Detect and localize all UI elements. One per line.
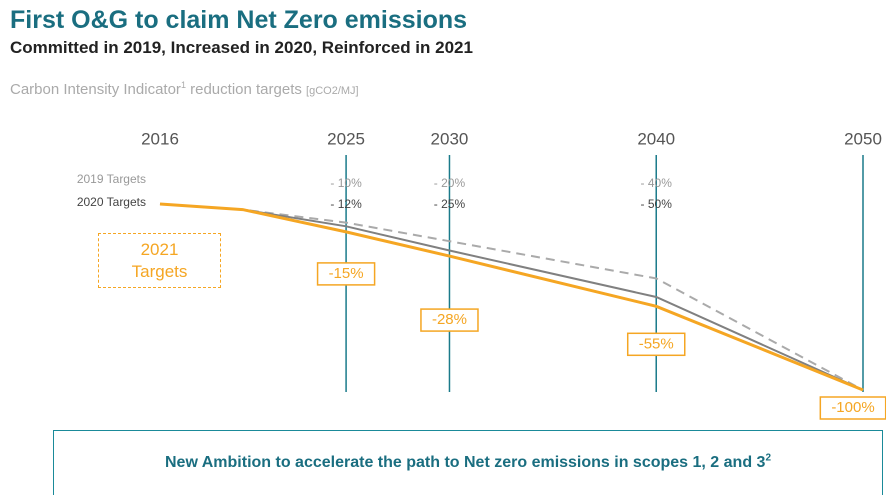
- value-label: - 50%: [641, 197, 673, 211]
- chart: 2016 2025 2030 2040 2050 2019 Targets 2020 Tar…: [77, 129, 886, 420]
- footer-box: New Ambition to accelerate the path to N…: [53, 430, 883, 495]
- legend-label: 2021 Targets: [131, 239, 188, 281]
- subtitle: Committed in 2019, Increased in 2020, Re…: [10, 38, 473, 57]
- x-tick-label: 2016: [141, 129, 179, 148]
- value-label-box: [316, 262, 376, 286]
- x-tick-label: 2050: [844, 129, 882, 148]
- value-label-box: [420, 308, 479, 332]
- legend-2021: 2021 Targets: [98, 233, 221, 288]
- value-label: -15%: [329, 265, 364, 282]
- unit: [gCO2/MJ]: [306, 85, 359, 97]
- value-label: - 20%: [434, 176, 466, 190]
- x-tick-label: 2025: [327, 129, 365, 148]
- value-label: - 25%: [434, 197, 466, 211]
- value-label: -100%: [831, 399, 874, 416]
- series-line: [159, 203, 864, 391]
- value-label: - 12%: [330, 197, 362, 211]
- axis-label: Carbon Intensity Indicator1 reduction ta…: [10, 80, 359, 98]
- superscript: 1: [180, 80, 186, 90]
- x-tick-label: 2030: [431, 129, 469, 148]
- axis-label-text: Carbon Intensity Indicator: [10, 81, 181, 98]
- value-label: -55%: [639, 335, 674, 352]
- x-tick-label: 2040: [637, 129, 675, 148]
- legend-label: 2020 Targets: [77, 195, 146, 209]
- title: First O&G to claim Net Zero emissions: [10, 6, 468, 34]
- value-label: -28%: [432, 311, 467, 328]
- legend-label: 2019 Targets: [77, 172, 146, 186]
- axis-label-text: reduction targets: [190, 81, 302, 98]
- value-label-box: [626, 332, 686, 357]
- series-line: [159, 202, 864, 392]
- superscript: 2: [765, 452, 771, 464]
- value-label: - 40%: [641, 176, 673, 190]
- series-line: [159, 203, 864, 391]
- footer-text: New Ambition to accelerate the path to N…: [164, 454, 766, 471]
- value-label: - 10%: [330, 176, 362, 190]
